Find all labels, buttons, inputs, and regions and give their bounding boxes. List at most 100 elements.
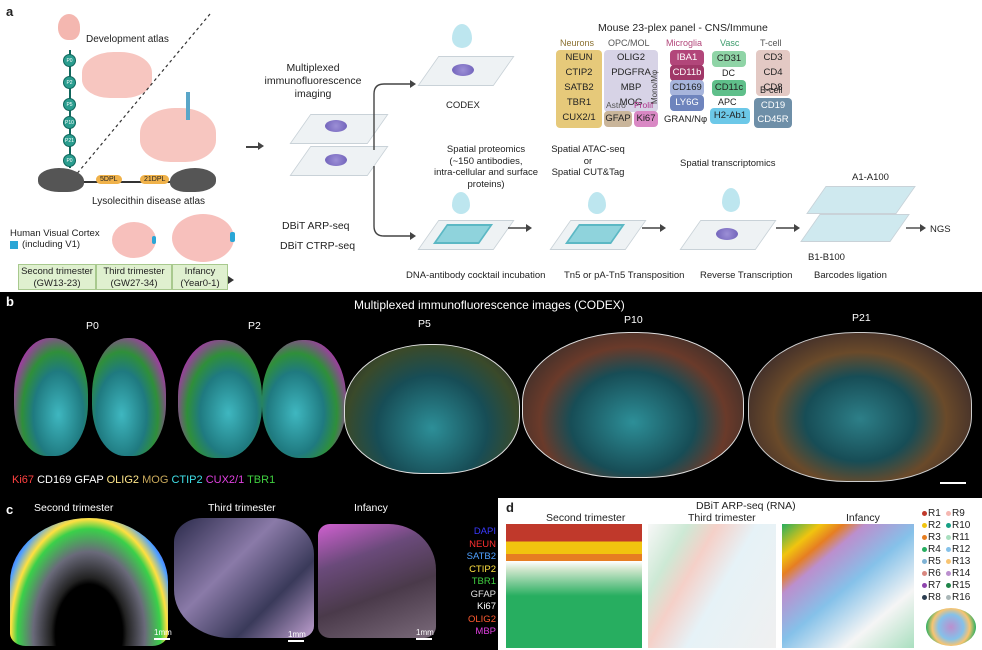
reagent-drop-icon [452,24,472,48]
cluster-label: R9 [952,508,965,519]
cluster-label: R1 [928,508,941,519]
group-title-neurons: Neurons [560,38,595,48]
cluster-label: R13 [952,556,971,567]
legend-item: OLIG2 [468,613,496,625]
marker-cd11b: CD11b [670,65,704,81]
barcode-chip-a [806,186,916,214]
legend-item: MOG [142,474,169,486]
tissue-section [325,120,347,132]
lysolecithin-atlas-label: Lysolecithin disease atlas [92,196,206,207]
cluster-label: R11 [952,532,970,543]
cluster-label: R10 [952,520,971,531]
tissue-section [716,228,738,240]
barcode-a-label: A1-A100 [852,172,889,183]
cluster-label: R4 [928,544,941,555]
bcell-box: CD19 CD45R [754,98,792,128]
cluster-label: R15 [952,580,971,591]
timeline-arrow-icon [228,276,234,284]
codex-image-p2-right [262,340,346,458]
workflow-arrows [508,224,926,232]
scale-bar [154,638,170,640]
marker-cd169: CD169 [670,80,704,96]
marker-cd11c: CD11c [712,80,746,96]
cluster-dot-icon [946,510,951,516]
panel-letter-a: a [6,4,14,19]
legend-item: MBP [475,626,496,637]
group-title-opc: OPC/MOL [608,38,650,48]
cluster-dot-icon [946,546,951,552]
human-cortex-label: Human Visual Cortex [10,228,100,239]
spatial-title: Infancy [846,512,880,524]
codex-image-p5 [344,344,520,474]
spatial-map-infancy [782,524,914,648]
dbit-arp-label: DBiT ARP-seq [282,220,350,232]
codex-legend: Ki67 CD169 GFAP OLIG2 MOG CTIP2 CUX2/1 T… [12,474,275,486]
cluster-dot-icon [946,582,951,588]
codex-image-p2-left [178,340,262,458]
cluster-dot-icon [922,582,927,588]
legend-item: GFAP [470,588,496,600]
marker-ki67: Ki67 [634,111,658,127]
mouse-panel-title: Mouse 23-plex panel - CNS/Immune [598,22,768,34]
timeline-node: P0 [63,54,76,67]
timeline-node: P21 [63,134,76,147]
legend-item: DAPI [473,526,496,537]
group-title-apc: APC [718,97,737,107]
group-title-dc: DC [722,68,735,78]
legend-item: Ki67 [12,474,35,486]
v1-marker [230,232,235,242]
scale-bar [288,640,304,642]
scale-label: 1mm [416,628,434,637]
dpl-5-badge: 5DPL [96,175,122,184]
panel-c: c Second trimester Third trimester Infan… [0,498,498,650]
codex-image-p0-left [14,338,88,456]
neurons-box: NEUN CTIP2 SATB2 TBR1 CUX2/1 [556,50,602,128]
image-title: Second trimester [34,502,114,514]
human-image-infancy [318,524,436,638]
timeline-node: P0 [63,154,76,167]
image-title: Infancy [354,502,388,514]
cluster-dot-icon [922,558,927,564]
codex-image-p10 [522,332,744,478]
legend-item: OLIG2 [106,474,140,486]
scale-label: 1mm [154,628,172,637]
legend-item: CTIP2 [469,563,496,575]
cluster-dot-icon [946,534,951,540]
legend-item: SATB2 [466,551,496,562]
panel-a: a P0 P2 P5 P10 P21 P0 Development atlas … [0,0,982,292]
human-legend: DAPI NEUN SATB2 CTIP2 TBR1 GFAP Ki67 OLI… [450,526,496,639]
timeline-third-trimester: Third trimester (GW27-34) [96,264,172,290]
legend-item: CD169 [37,474,72,486]
legend-item: TBR1 [247,474,276,486]
human-image-third-trimester [174,518,314,638]
age-label: P10 [624,314,643,326]
cluster-dot-icon [946,570,951,576]
spatial-atac-label: Spatial ATAC-seq or Spatial CUT&Tag [551,144,625,178]
timeline-node: P2 [63,76,76,89]
human-brain-icon [172,214,234,262]
development-timeline: P0 P2 P5 P10 P21 P0 [60,10,80,170]
development-atlas-label: Development atlas [86,34,169,45]
opc-box: OLIG2 PDGFRA MBP MOG [604,50,658,112]
scale-label: 1mm [288,630,306,639]
spatial-title: Second trimester [546,512,626,524]
cluster-label: R3 [928,532,941,543]
group-title-vasc: Vasc [720,38,740,48]
marker-gfap: GFAP [604,111,632,127]
step-4-label: Barcodes ligation [814,270,887,281]
human-brain-icon [112,222,156,258]
spatial-proteomics-label: Spatial proteomics (~150 antibodies, int… [433,144,539,190]
human-image-second-trimester [10,518,168,646]
dashed-divider [69,13,211,183]
legend-item: TBR1 [471,576,496,587]
step-1-label: DNA-antibody cocktail incubation [406,270,546,281]
marker-h2ab1: H2-Ab1 [710,108,750,124]
if-imaging-label: Multiplexed immunofluorescence imaging [264,62,362,100]
cluster-label: R7 [928,580,941,591]
embryo-icon [58,14,80,40]
umap-plot [926,608,976,646]
group-title-prolif: Prolif [634,100,654,110]
group-title-tcell: T-cell [760,38,782,48]
step-2-label: Tn5 or pA-Tn5 Transposition [564,270,685,281]
cluster-label: R2 [928,520,941,531]
